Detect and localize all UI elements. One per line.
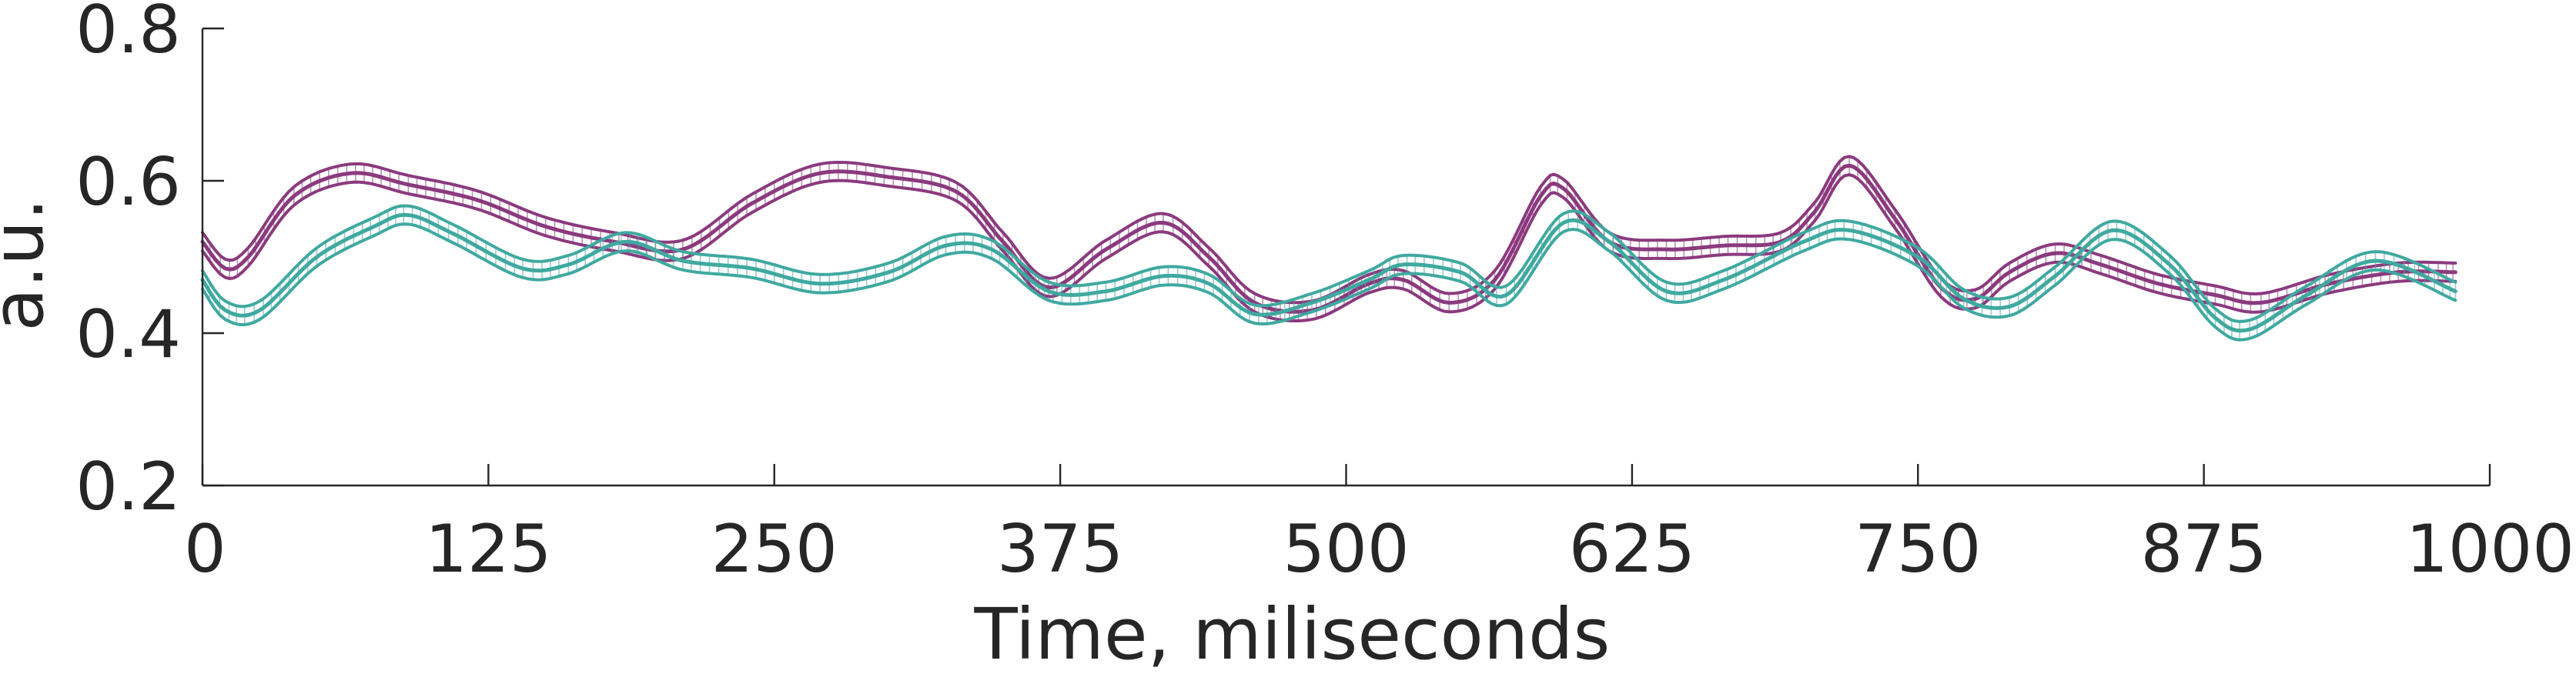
x-tick-label: 375	[997, 511, 1123, 588]
y-axis-title: a.u.	[0, 198, 59, 331]
ticks: 0 125 250 375 500 625 750 875 1000 0.2 0.4 0.6 0.8	[75, 0, 2574, 588]
x-tick-label: 875	[2141, 511, 2267, 588]
x-tick-label: 250	[711, 511, 838, 588]
x-tick-label: 1000	[2406, 511, 2574, 588]
plot-area	[200, 155, 2457, 342]
x-axis-title: Time, miliseconds	[974, 593, 1611, 674]
series-2-lower-edge	[201, 222, 2457, 342]
series-1-upper-edge	[201, 155, 2457, 305]
series-2-line	[200, 212, 2457, 333]
series-2-upper-edge	[201, 204, 2457, 323]
x-tick-label: 625	[1569, 511, 1695, 588]
y-tick-label: 0.6	[75, 144, 181, 221]
y-tick-label: 0.4	[75, 296, 181, 373]
x-tick-label: 750	[1855, 511, 1981, 588]
y-tick-label: 0.8	[75, 0, 181, 68]
series-2	[200, 204, 2457, 342]
series-1-lower-edge	[201, 173, 2457, 322]
x-tick-label: 500	[1283, 511, 1409, 588]
y-tick-label: 0.2	[75, 449, 181, 526]
axes	[201, 28, 2490, 487]
x-tick-label: 125	[425, 511, 551, 588]
series-1-line	[200, 163, 2457, 314]
x-tick-label: 0	[184, 511, 226, 588]
